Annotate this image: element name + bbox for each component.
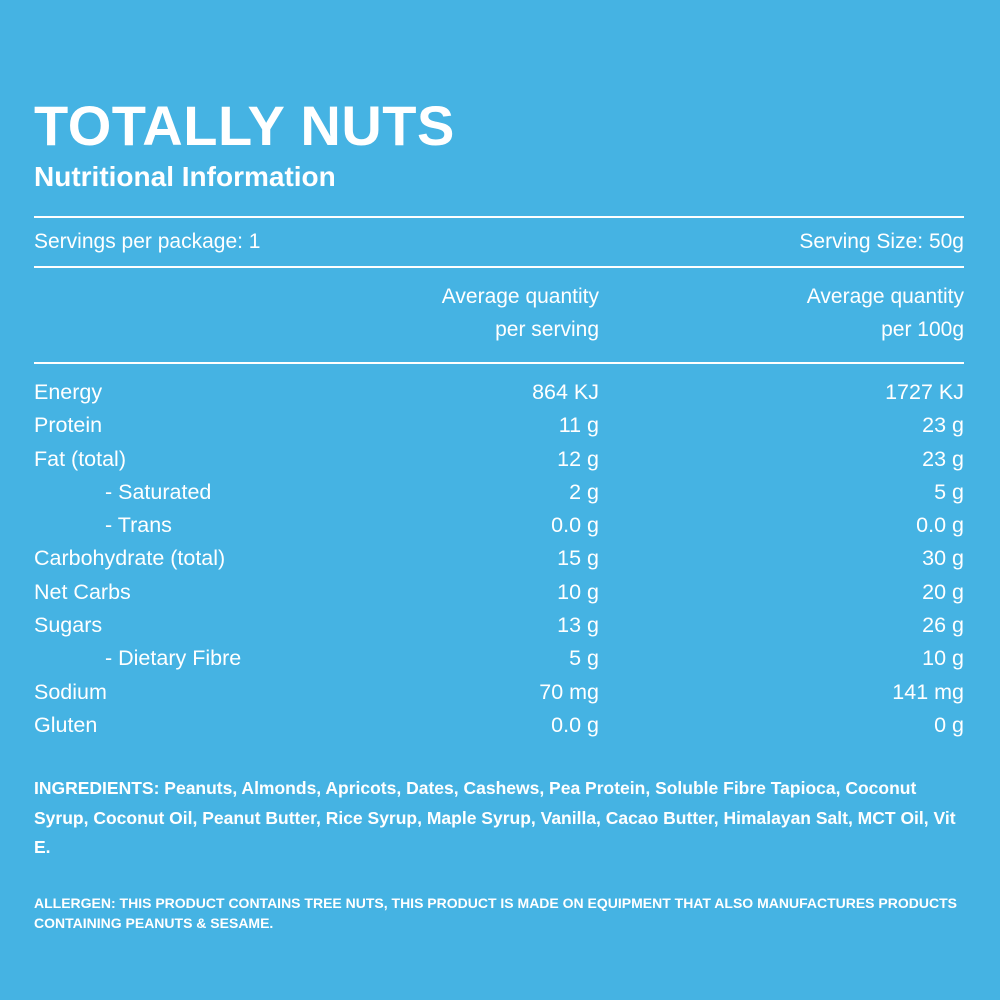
nutrition-row: Energy 864 KJ 1727 KJ	[34, 376, 964, 409]
value-per-100g: 141 mg	[892, 679, 964, 704]
nutrient-label: Protein	[34, 413, 103, 438]
nutrient-label: - Trans	[105, 513, 172, 538]
divider-servings	[34, 266, 964, 268]
nutrient-label: - Saturated	[105, 479, 212, 504]
value-per-serving: 11 g	[558, 413, 599, 438]
nutrient-label: Fat (total)	[34, 446, 126, 471]
servings-row: Servings per package: 1 Serving Size: 50…	[34, 218, 964, 266]
allergen-text: ALLERGEN: THIS PRODUCT CONTAINS TREE NUT…	[34, 894, 957, 931]
value-per-100g: 0.0 g	[916, 513, 964, 538]
nutrition-row: Sugars 13 g 26 g	[34, 609, 964, 642]
nutrient-label: Sodium	[34, 679, 107, 704]
divider-header	[34, 362, 964, 364]
value-per-serving: 0.0 g	[551, 712, 599, 737]
value-per-serving: 864 KJ	[532, 380, 599, 404]
nutrient-label: Energy	[34, 380, 103, 404]
divider-top	[34, 216, 964, 218]
nutrient-label: Gluten	[34, 712, 98, 737]
column-header-line: per serving	[495, 318, 599, 341]
value-per-serving: 2 g	[569, 479, 599, 504]
panel-subtitle: Nutritional Information	[34, 161, 336, 192]
value-per-serving: 15 g	[557, 546, 599, 571]
column-header-per-serving: Average quantity per serving	[442, 280, 599, 346]
value-per-serving: 10 g	[557, 579, 599, 604]
nutrition-row: - Dietary Fibre 5 g 10 g	[34, 642, 964, 675]
value-per-100g: 1727 KJ	[885, 380, 964, 404]
value-per-serving: 0.0 g	[551, 513, 599, 538]
value-per-100g: 23 g	[922, 413, 964, 438]
ingredients-text: INGREDIENTS: Peanuts, Almonds, Apricots,…	[34, 778, 956, 858]
nutrition-row: Net Carbs 10 g 20 g	[34, 576, 964, 609]
nutrition-row: Gluten 0.0 g 0 g	[34, 709, 964, 742]
value-per-serving: 12 g	[557, 446, 599, 471]
nutrition-panel: TOTALLY NUTS Nutritional Information Ser…	[34, 96, 964, 933]
nutrition-row: - Trans 0.0 g 0.0 g	[34, 509, 964, 542]
value-per-100g: 10 g	[922, 646, 964, 671]
nutrient-label: Carbohydrate (total)	[34, 546, 226, 571]
nutrition-row: Protein 11 g 23 g	[34, 409, 964, 442]
value-per-serving: 13 g	[557, 613, 599, 638]
nutrition-row: - Saturated 2 g 5 g	[34, 476, 964, 509]
column-header-line: Average quantity	[806, 285, 964, 308]
column-header-per-100g: Average quantity per 100g	[807, 280, 964, 346]
column-header-row: Average quantity per serving Average qua…	[34, 268, 964, 362]
value-per-100g: 30 g	[922, 546, 964, 571]
nutrition-row: Carbohydrate (total) 15 g 30 g	[34, 542, 964, 575]
value-per-100g: 0 g	[934, 712, 964, 737]
nutrient-label: Sugars	[34, 613, 103, 638]
nutrient-label: - Dietary Fibre	[105, 646, 242, 671]
value-per-serving: 5 g	[569, 646, 599, 671]
serving-size: Serving Size: 50g	[799, 230, 964, 253]
nutrition-row: Sodium 70 mg 141 mg	[34, 676, 964, 709]
nutrition-table: Energy 864 KJ 1727 KJ Protein 11 g 23 g Fat (t…	[34, 376, 964, 742]
value-per-100g: 26 g	[922, 613, 964, 638]
value-per-100g: 20 g	[922, 579, 964, 604]
column-header-line: per 100g	[881, 318, 964, 341]
product-title: TOTALLY NUTS	[34, 94, 455, 157]
value-per-100g: 5 g	[934, 479, 964, 504]
column-header-line: Average quantity	[441, 285, 599, 308]
nutrition-row: Fat (total) 12 g 23 g	[34, 443, 964, 476]
value-per-serving: 70 mg	[539, 679, 599, 704]
nutrient-label: Net Carbs	[34, 579, 131, 604]
value-per-100g: 23 g	[922, 446, 964, 471]
servings-per-package: Servings per package: 1	[34, 230, 261, 253]
